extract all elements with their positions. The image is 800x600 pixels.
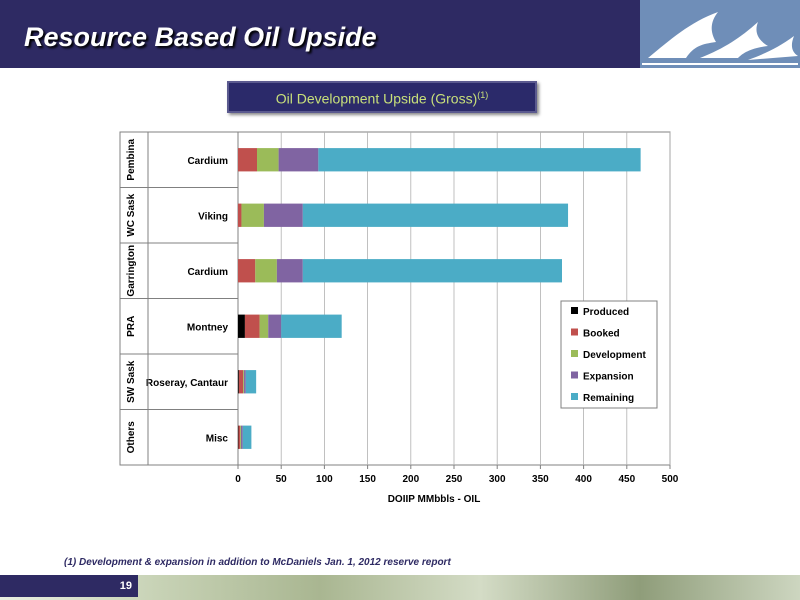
legend-entry: Expansion [583, 372, 634, 383]
group-label: Others [126, 421, 137, 454]
x-tick-label: 200 [402, 474, 419, 485]
footnote: (1) Development & expansion in addition … [64, 557, 451, 568]
group-label: WC Sask [126, 193, 137, 236]
wave-logo-icon [642, 12, 798, 65]
chart-title-footnote-ref: (1) [477, 90, 489, 100]
legend-swatch [571, 371, 578, 379]
legend-entry: Development [583, 350, 646, 361]
bar-segment [302, 259, 562, 283]
x-tick-label: 150 [359, 474, 376, 485]
page-title: Resource Based Oil Upside [24, 22, 377, 52]
bar-segment [238, 370, 244, 394]
x-tick-label: 400 [575, 474, 592, 485]
bar-segment [302, 203, 569, 227]
bar-segment [238, 148, 258, 172]
x-tick-label: 250 [446, 474, 463, 485]
category-label: Viking [198, 211, 228, 222]
bar-segment [281, 314, 342, 338]
legend-swatch [571, 328, 578, 336]
x-tick-label: 300 [489, 474, 506, 485]
header-bar: Resource Based Oil Upside [0, 0, 800, 68]
x-tick-label: 350 [532, 474, 549, 485]
x-axis-label: DOIIP MMbbls - OIL [388, 494, 481, 505]
group-label: SW Sask [126, 360, 137, 403]
bar-segment [238, 259, 256, 283]
category-label: Roseray, Cantaur [146, 378, 228, 389]
x-tick-label: 450 [618, 474, 635, 485]
bar-segment [257, 148, 279, 172]
legend-entry: Produced [583, 307, 629, 318]
group-label: PRA [126, 316, 137, 337]
legend-entry: Booked [583, 329, 620, 340]
group-label: Pembina [126, 138, 137, 180]
chart-title: Oil Development Upside (Gross)(1) [229, 90, 535, 107]
bar-segment [245, 370, 257, 394]
bar-segment [242, 425, 252, 449]
page-number: 19 [0, 575, 138, 597]
bar-segment [276, 259, 303, 283]
bar-segment [278, 148, 319, 172]
bar-segment [238, 203, 242, 227]
x-tick-label: 50 [276, 474, 288, 485]
legend-swatch [571, 350, 578, 357]
bar-segment [263, 203, 303, 227]
bar-segment [238, 425, 241, 449]
company-logo [640, 0, 800, 68]
bar-segment [244, 314, 260, 338]
category-label: Montney [187, 322, 229, 333]
bar-segment [318, 148, 641, 172]
category-label: Cardium [187, 156, 228, 167]
legend-swatch [571, 307, 578, 314]
x-tick-label: 500 [662, 474, 679, 485]
x-tick-label: 100 [316, 474, 333, 485]
bar-segment [241, 203, 264, 227]
bar-segment [238, 314, 245, 338]
bar-segment [255, 259, 277, 283]
group-label: Garrington [126, 245, 137, 297]
bar-segment [268, 314, 282, 338]
x-tick-label: 0 [235, 474, 241, 485]
bar-segment [243, 370, 245, 394]
chart-title-box: Oil Development Upside (Gross)(1) [227, 81, 537, 113]
category-label: Cardium [187, 267, 228, 278]
bar-segment [259, 314, 269, 338]
bar-segment [241, 425, 243, 449]
legend-swatch [571, 393, 578, 400]
bar-segment [240, 425, 242, 449]
legend-entry: Remaining [583, 393, 634, 404]
category-label: Misc [206, 433, 229, 444]
chart-title-text: Oil Development Upside (Gross) [275, 90, 478, 107]
bar-segment [238, 370, 239, 394]
bar-segment [244, 370, 246, 394]
